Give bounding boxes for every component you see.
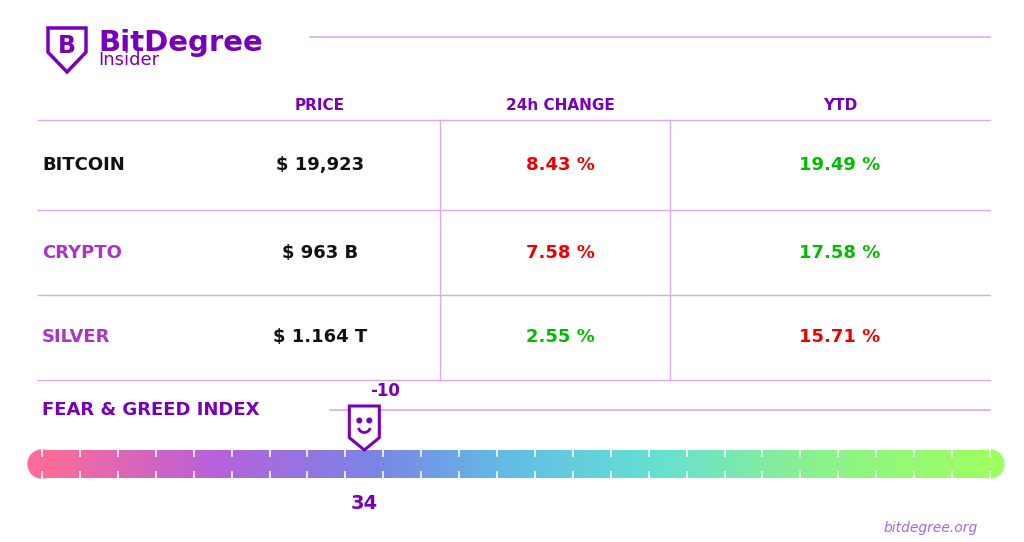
Text: -10: -10 xyxy=(371,382,400,400)
Text: 34: 34 xyxy=(351,494,378,513)
Text: $ 1.164 T: $ 1.164 T xyxy=(272,328,368,346)
Text: PRICE: PRICE xyxy=(295,98,345,113)
Text: YTD: YTD xyxy=(823,98,857,113)
Text: 19.49 %: 19.49 % xyxy=(800,156,881,174)
Text: bitdegree.org: bitdegree.org xyxy=(884,521,978,535)
Circle shape xyxy=(357,418,361,423)
Text: FEAR & GREED INDEX: FEAR & GREED INDEX xyxy=(42,401,259,419)
Text: 15.71 %: 15.71 % xyxy=(800,328,881,346)
Circle shape xyxy=(976,450,1004,478)
Text: $ 963 B: $ 963 B xyxy=(282,243,358,261)
Circle shape xyxy=(28,450,56,478)
Polygon shape xyxy=(349,406,379,450)
Text: 2.55 %: 2.55 % xyxy=(525,328,594,346)
Text: BITCOIN: BITCOIN xyxy=(42,156,125,174)
Text: Insider: Insider xyxy=(98,51,159,69)
Text: 7.58 %: 7.58 % xyxy=(525,243,595,261)
Text: 8.43 %: 8.43 % xyxy=(525,156,595,174)
Text: 24h CHANGE: 24h CHANGE xyxy=(506,98,614,113)
Circle shape xyxy=(367,418,372,423)
Text: 17.58 %: 17.58 % xyxy=(800,243,881,261)
Text: BitDegree: BitDegree xyxy=(98,29,263,57)
Text: B: B xyxy=(58,35,76,59)
Text: $ 19,923: $ 19,923 xyxy=(275,156,365,174)
Text: CRYPTO: CRYPTO xyxy=(42,243,122,261)
Text: SILVER: SILVER xyxy=(42,328,111,346)
